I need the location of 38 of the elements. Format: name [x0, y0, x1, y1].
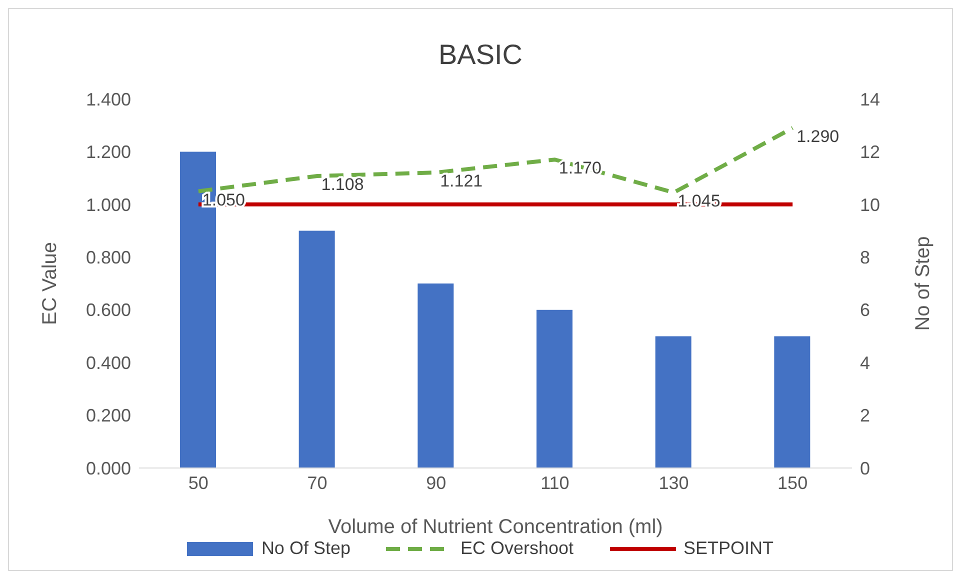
bar — [418, 284, 454, 468]
line-series — [196, 126, 795, 195]
y-axis-title: EC Value — [39, 242, 62, 326]
y2-tick-label: 8 — [860, 248, 870, 268]
y-tick-label: 0.200 — [86, 406, 131, 426]
y-tick-label: 0.600 — [86, 300, 131, 320]
legend-label: No Of Step — [261, 538, 350, 559]
x-tick-label: 130 — [658, 472, 689, 493]
y2-tick-label: 0 — [860, 458, 870, 478]
y-tick-label: 1.000 — [86, 194, 131, 215]
data-label: 1.121 — [440, 172, 483, 191]
y2-tick-label: 12 — [860, 142, 880, 162]
bar — [774, 336, 810, 468]
x-tick-label: 90 — [426, 472, 446, 493]
chart-title: BASIC — [437, 39, 524, 72]
y-tick-label: 0.400 — [86, 352, 131, 373]
x-tick-label: 70 — [307, 472, 328, 493]
x-axis-title: Volume of Nutrient Concentration (ml) — [328, 516, 663, 538]
y-tick-label: 0.800 — [86, 248, 131, 268]
bar — [298, 230, 335, 468]
x-tick-label: 110 — [540, 472, 570, 493]
x-tick-label: 50 — [188, 472, 208, 493]
y2-tick-label: 14 — [860, 89, 880, 110]
y2-axis-title: No of Step — [912, 236, 934, 331]
y2-tick-label: 6 — [860, 300, 870, 320]
bar — [655, 336, 692, 468]
y-tick-label: 1.400 — [86, 89, 131, 110]
data-label: 1.108 — [321, 174, 364, 194]
y-tick-label: 0.000 — [86, 458, 131, 478]
y2-tick-label: 4 — [860, 352, 870, 373]
x-tick-label: 150 — [778, 472, 808, 493]
legend-label: EC Overshoot — [460, 538, 574, 559]
bar — [536, 310, 572, 468]
y2-tick-label: 2 — [860, 406, 870, 426]
y2-tick-label: 10 — [860, 194, 880, 215]
y-tick-label: 1.200 — [86, 142, 131, 162]
data-label: 1.290 — [796, 126, 840, 146]
legend-label: SETPOINT — [684, 538, 774, 559]
